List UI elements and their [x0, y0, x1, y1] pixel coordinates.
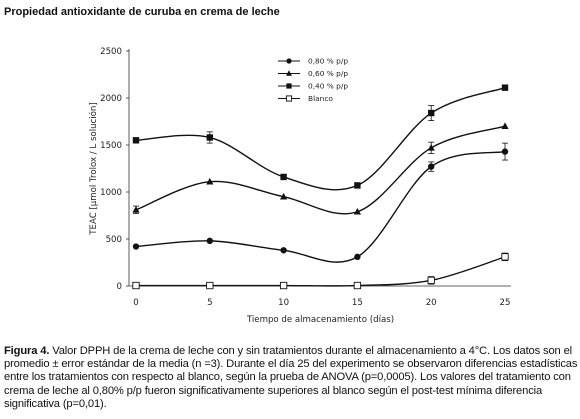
figure-caption: Figura 4. Valor DPPH de la crema de lech…: [4, 345, 578, 411]
x-tick-label: 5: [207, 298, 212, 308]
y-axis-label: TEAC [µmol Trolox / L solución]: [88, 102, 99, 235]
y-tick-label: 1000: [100, 188, 122, 198]
legend-marker: [285, 95, 293, 102]
series-line: [136, 256, 506, 287]
data-point: [132, 243, 140, 250]
x-tick-label: 10: [278, 298, 289, 308]
data-point: [428, 163, 435, 170]
data-point: [132, 137, 140, 144]
data-point: [353, 281, 362, 290]
y-tick-label: 2500: [100, 47, 122, 57]
data-point: [501, 148, 509, 155]
data-point: [206, 281, 214, 290]
chart: 0 500 1000 1500 2000 2500 0 5 10 15 20 25 Tiempo de …: [88, 47, 511, 325]
y-tick-label: 500: [106, 235, 122, 245]
data-point: [206, 237, 213, 245]
data-point: [354, 182, 361, 189]
legend-marker: [286, 58, 292, 64]
data-point: [206, 134, 213, 141]
page-title: Propiedad antioxidante de curuba en crem…: [4, 6, 280, 18]
y-tick-label: 0: [117, 282, 122, 292]
caption-label: Figura 4.: [4, 345, 50, 357]
data-point: [206, 177, 214, 185]
x-tick-label: 15: [352, 298, 363, 308]
data-point: [427, 144, 435, 151]
legend-label: 0,60 % p/p: [308, 69, 348, 78]
series-line: [135, 125, 506, 215]
data-point: [427, 276, 435, 285]
legend-label: Blanco: [308, 94, 333, 103]
data-point: [280, 192, 288, 200]
data-point: [280, 173, 287, 181]
data-point: [280, 247, 287, 254]
data-point: [354, 253, 361, 261]
x-tick-label: 20: [426, 298, 437, 308]
y-tick-label: 2000: [100, 94, 122, 104]
data-point: [353, 207, 361, 215]
data-point: [501, 253, 509, 261]
legend-marker: [286, 70, 292, 76]
data-point: [132, 281, 140, 290]
data-point: [428, 109, 435, 117]
data-point: [279, 281, 288, 290]
data-point: [501, 84, 509, 91]
data-point: [501, 122, 509, 129]
legend-label: 0,80 % p/p: [308, 57, 348, 66]
caption-text: Valor DPPH de la crema de leche con y si…: [4, 345, 578, 410]
legend-marker: [286, 83, 292, 89]
x-tick-label: 25: [500, 298, 511, 308]
x-axis-label: Tiempo de almacenamiento (días): [246, 315, 394, 325]
legend-label: 0,40 % p/p: [308, 82, 348, 91]
y-tick-label: 1500: [100, 141, 122, 151]
x-tick-label: 0: [133, 298, 138, 308]
data-point: [132, 206, 140, 213]
series-line: [135, 150, 506, 263]
